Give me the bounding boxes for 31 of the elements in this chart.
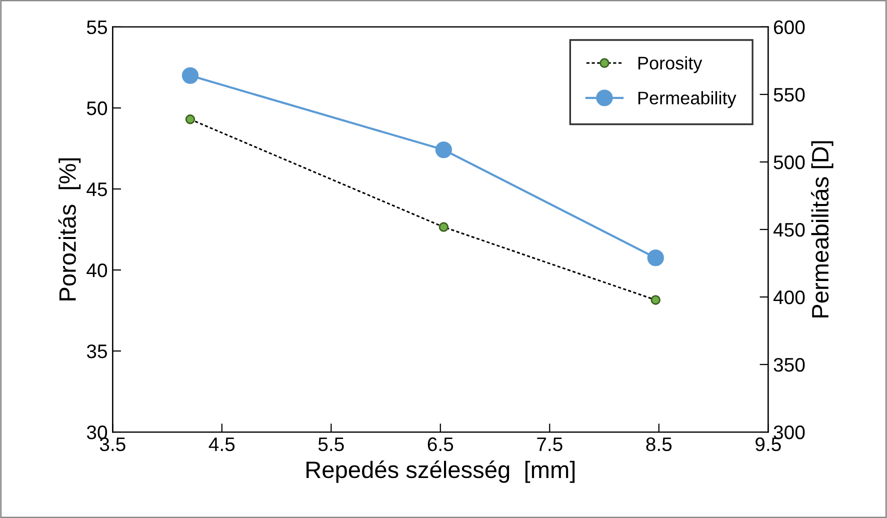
legend-label: Permeability [638, 91, 736, 108]
x-tick-label: 3.5 [100, 437, 126, 452]
y-tick-label: 30 [86, 425, 108, 440]
y2-tick-label: 400 [773, 290, 805, 304]
point [185, 114, 196, 124]
y-tick-label: 50 [86, 101, 108, 116]
point [647, 249, 664, 266]
x-tick-label: 7.5 [537, 438, 562, 452]
y-tick-label: 35 [86, 344, 107, 358]
y2-tick-label: 500 [774, 155, 805, 170]
x-tick-label: 8.5 [646, 437, 672, 452]
y2-axis-title: Permeabilitás [D] [810, 141, 834, 318]
y-axis-title: Porozitás [%] [58, 158, 81, 300]
y2-tick-label: 550 [774, 88, 805, 102]
point [650, 295, 660, 305]
x-tick-label: 9.5 [756, 437, 781, 452]
x-tick-label: 5.5 [318, 438, 344, 452]
x-axis-title: Repedés szélesség [mm] [306, 460, 575, 483]
x-tick-label: 4.5 [208, 438, 235, 452]
y-tick-label: 55 [86, 20, 107, 34]
x-tick-label: 6.5 [428, 437, 454, 452]
y2-tick-label: 300 [774, 425, 805, 440]
y2-tick-label: 600 [774, 20, 805, 34]
y-tick-label: 45 [86, 182, 107, 196]
y2-tick-label: 450 [773, 222, 805, 237]
y-tick-label: 40 [86, 263, 108, 278]
point [438, 222, 449, 232]
legend-label: Porosity [638, 56, 702, 74]
point [435, 141, 452, 158]
point [182, 67, 199, 84]
y2-tick-label: 350 [774, 358, 805, 372]
